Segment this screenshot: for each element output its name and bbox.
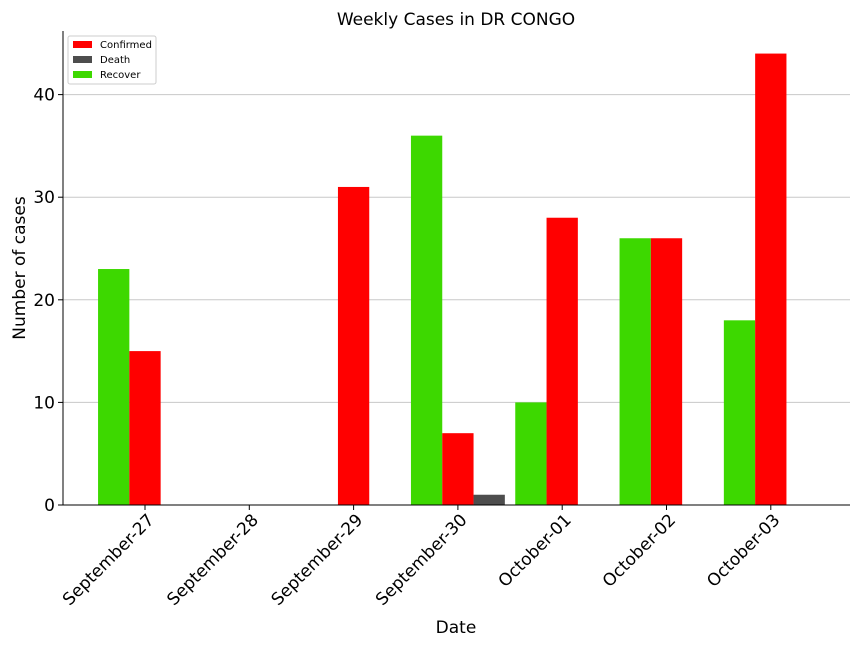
gridlines xyxy=(63,94,850,403)
chart-title: Weekly Cases in DR CONGO xyxy=(337,10,575,30)
y-tick-label: 10 xyxy=(33,393,55,413)
x-tick-label: September-28 xyxy=(163,510,262,609)
bar-confirmed-october-01 xyxy=(546,217,578,506)
legend-swatch-confirmed xyxy=(73,41,92,48)
legend-label-confirmed: Confirmed xyxy=(100,40,152,51)
bar-recover-september-27 xyxy=(98,269,130,505)
bar-recover-september-30 xyxy=(410,135,443,505)
y-ticks: 0 10 20 30 40 xyxy=(33,86,63,516)
x-tick-label: September-29 xyxy=(268,510,367,609)
y-tick-label: 30 xyxy=(33,188,55,208)
bar-confirmed-september-30 xyxy=(442,433,474,505)
legend-swatch-death xyxy=(73,56,92,63)
bar-confirmed-september-29 xyxy=(337,186,370,505)
x-tick-label: September-30 xyxy=(372,510,471,609)
bar-recover-october-02 xyxy=(619,238,651,505)
x-axis-label: Date xyxy=(436,618,477,638)
y-tick-label: 20 xyxy=(33,291,55,311)
bar-recover-october-03 xyxy=(723,320,756,505)
legend-label-death: Death xyxy=(100,55,130,66)
x-tick-label: September-27 xyxy=(59,510,158,609)
axes xyxy=(62,31,850,506)
y-axis-label: Number of cases xyxy=(10,196,30,340)
x-tick-label: October-01 xyxy=(495,510,576,591)
x-ticks: September-27 September-28 September-29 Sept… xyxy=(59,505,784,610)
bar-death-september-30 xyxy=(473,494,505,505)
bars xyxy=(98,53,787,506)
bar-recover-october-01 xyxy=(515,402,547,505)
legend-swatch-recover xyxy=(73,71,92,78)
x-tick-label: October-02 xyxy=(599,510,680,591)
y-tick-label: 40 xyxy=(33,86,55,106)
y-tick-label: 0 xyxy=(44,496,55,516)
bar-confirmed-october-02 xyxy=(650,238,683,505)
x-tick-label: October-03 xyxy=(703,510,784,591)
legend-label-recover: Recover xyxy=(100,70,141,81)
legend: Confirmed Death Recover xyxy=(67,35,157,85)
bar-confirmed-october-03 xyxy=(755,53,787,505)
bar-confirmed-september-27 xyxy=(129,351,161,505)
